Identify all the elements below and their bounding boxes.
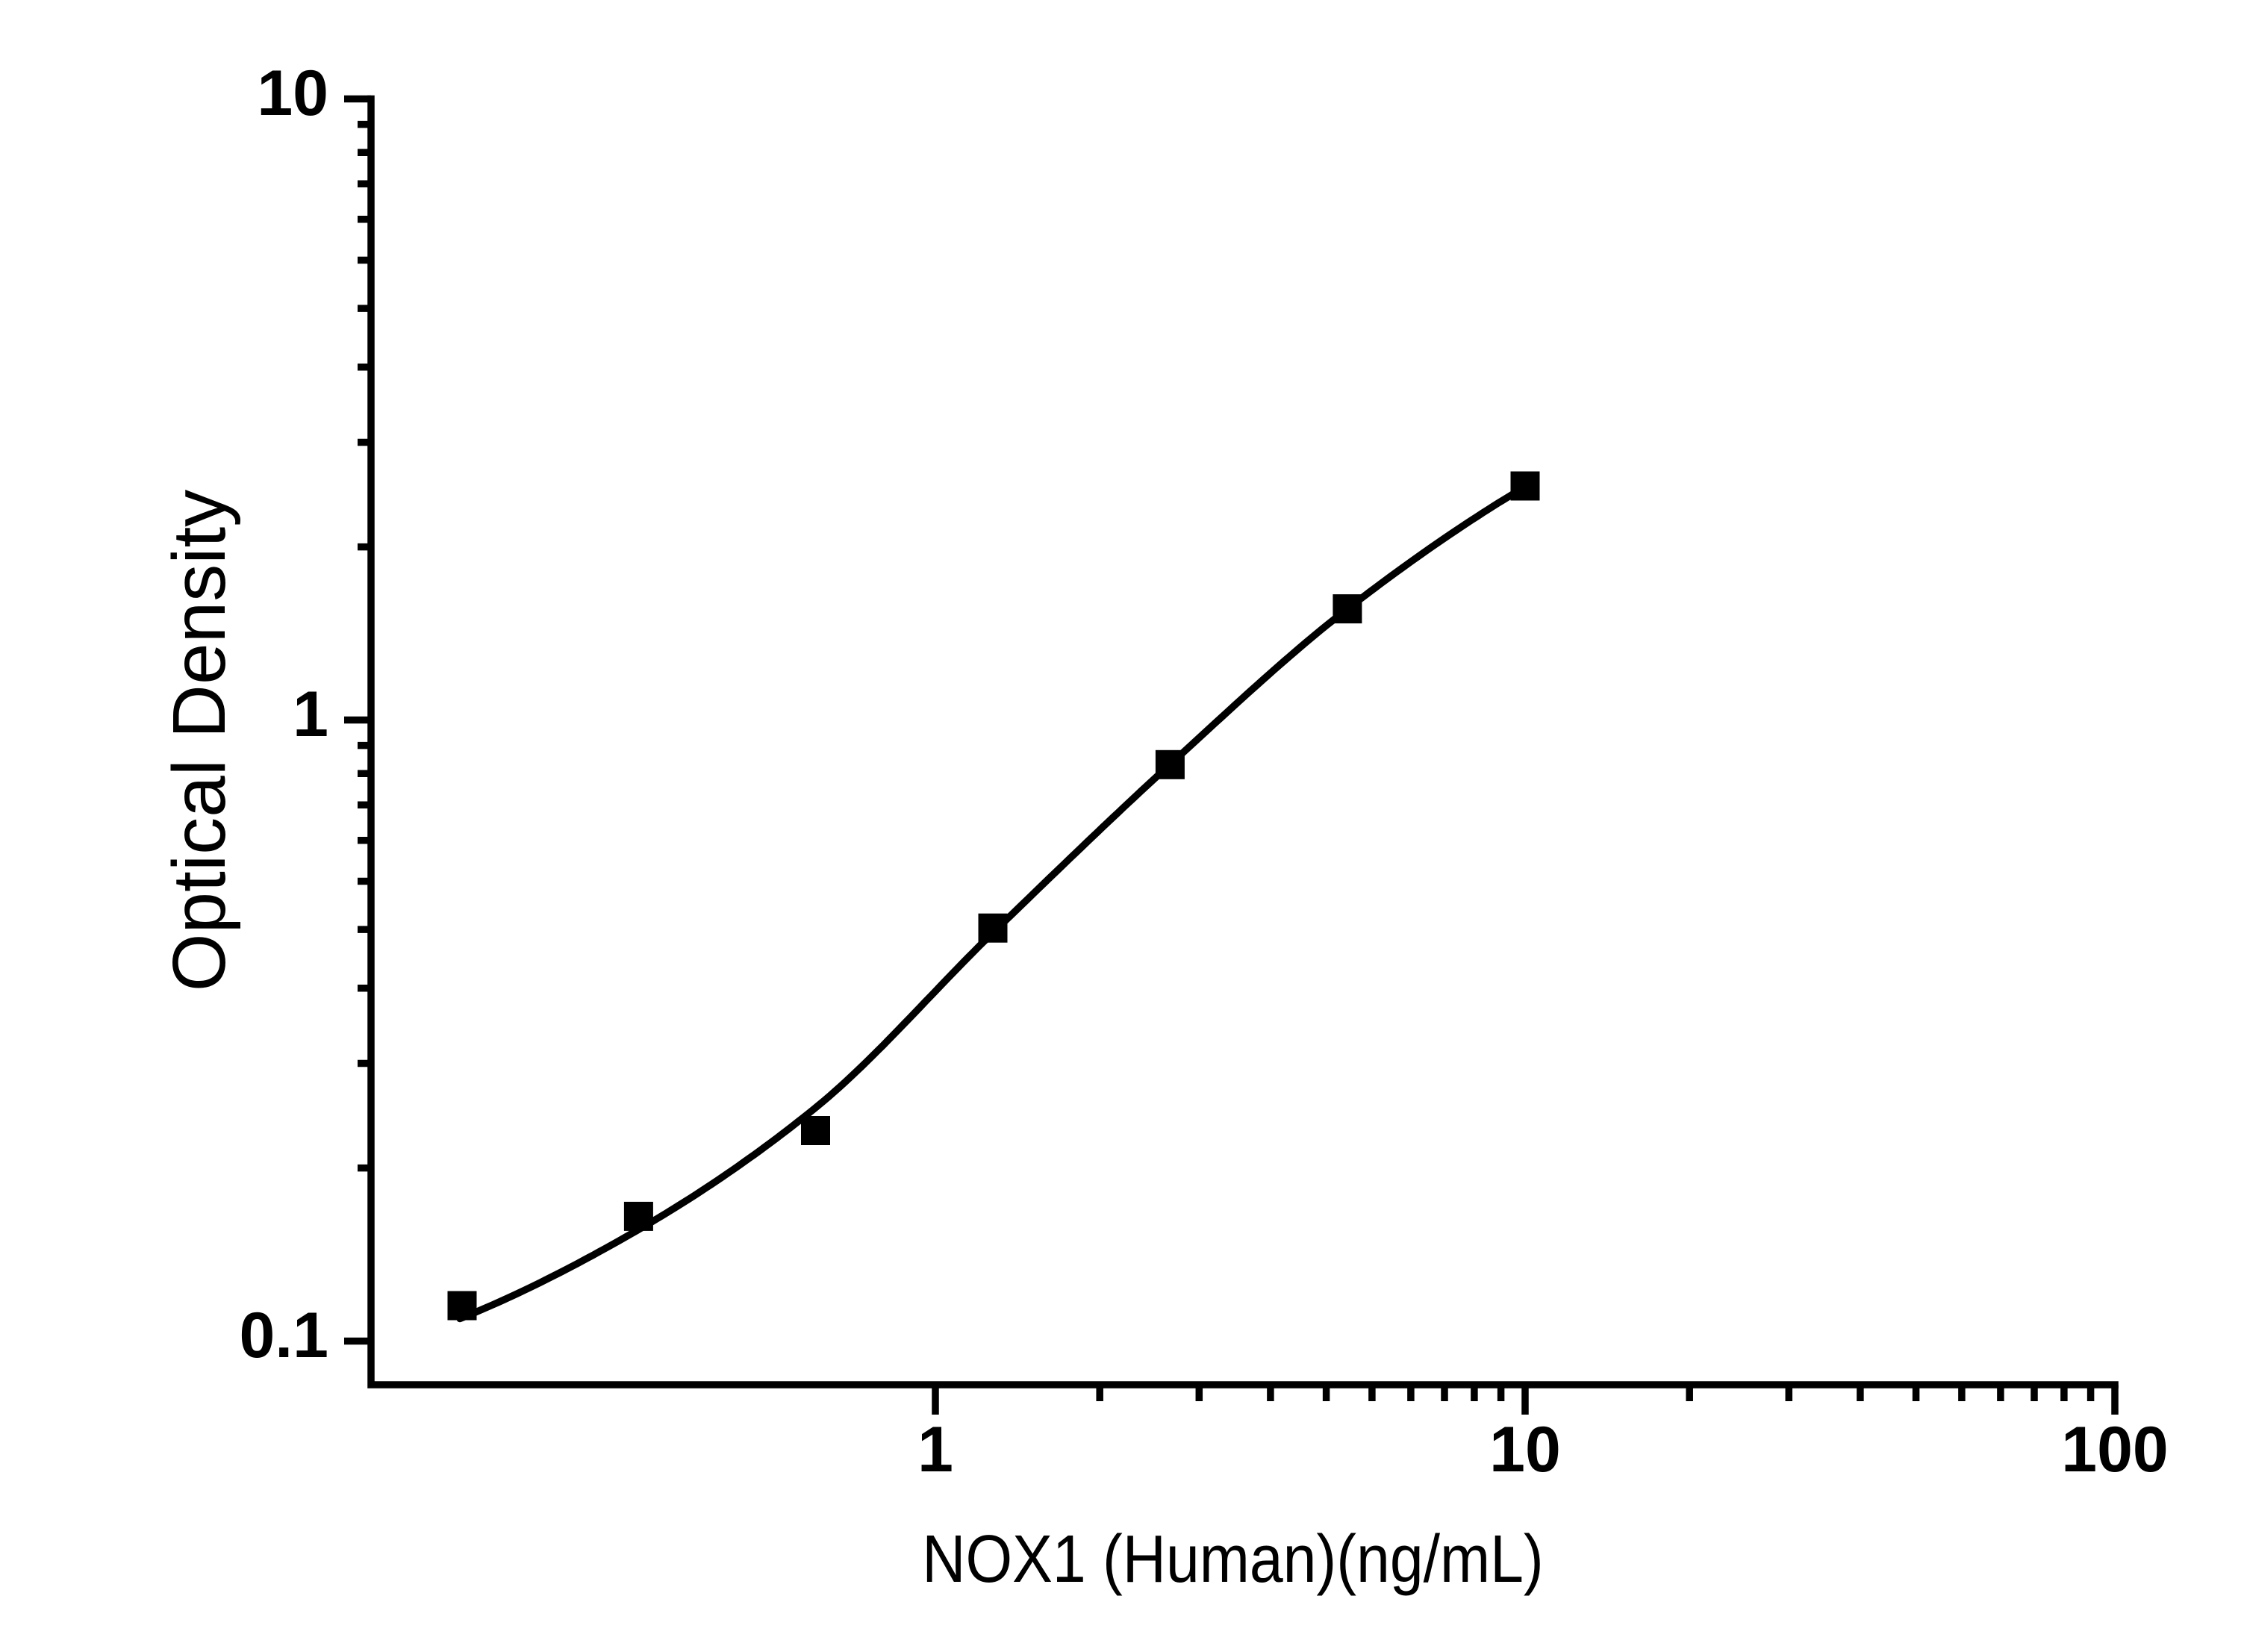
- svg-text:10: 10: [1489, 1414, 1561, 1486]
- svg-text:0.1: 0.1: [239, 1300, 328, 1371]
- svg-text:10: 10: [257, 57, 328, 129]
- svg-text:1: 1: [917, 1414, 953, 1486]
- svg-text:1: 1: [293, 679, 328, 750]
- svg-text:Optical Density: Optical Density: [158, 490, 241, 991]
- svg-text:NOX1 (Human)(ng/mL): NOX1 (Human)(ng/mL): [922, 1522, 1543, 1597]
- svg-text:100: 100: [2061, 1414, 2169, 1486]
